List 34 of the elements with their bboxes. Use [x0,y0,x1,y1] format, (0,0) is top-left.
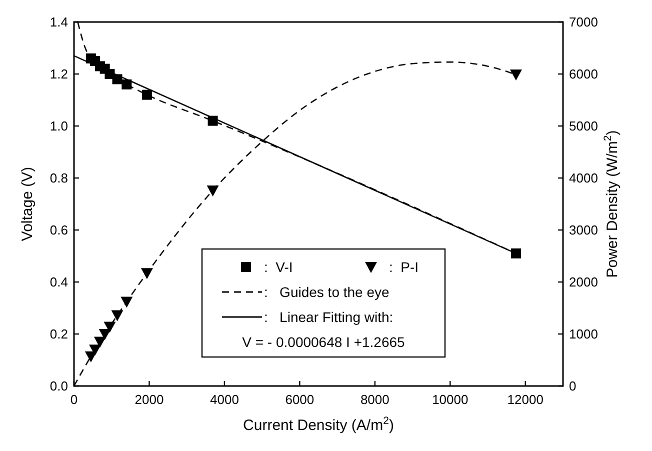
y-tick-label: 0.2 [50,326,68,342]
y2-tick-label: 5000 [569,118,598,134]
y-tick-label: 0.6 [50,222,68,238]
y2-tick-label: 7000 [569,14,598,30]
legend-label: : Linear Fitting with: [264,309,394,325]
y-tick-label: 1.4 [50,14,68,30]
x-axis-title: Current Density (A/m$^{2}$) [243,415,394,434]
point [510,70,522,81]
y-tick-label: 0.8 [50,170,68,186]
y2-tick-label: 3000 [569,222,598,238]
y-tick-label: 0.4 [50,274,68,290]
point [142,90,152,100]
y-tick-label: 1.2 [50,66,68,82]
x-tick-label: 4000 [210,392,239,407]
y2-tick-label: 4000 [569,170,598,186]
y-tick-label: 1.0 [50,118,68,134]
x-tick-label: 12000 [507,392,544,407]
legend-label: : Guides to the eye [264,284,390,300]
y2-tick-label: 0 [569,378,576,394]
annotation: V = - 0.0000648 I +1.2665 [242,334,406,350]
point [104,322,116,333]
x-tick-label: 6000 [285,392,314,407]
x-tick-label: 2000 [134,392,164,407]
y2-tick-label: 2000 [569,274,598,290]
x-tick-label: 8000 [360,392,390,407]
x-tick-label: 10000 [432,392,468,407]
legend-label: : V-I [264,259,293,275]
y2-tick-label: 1000 [569,326,598,342]
y2-tick-label: 6000 [569,66,598,82]
y-tick-label: 0.0 [50,378,68,394]
y-axis-title: Voltage (V) [19,166,36,242]
legend-label: : P-I [389,259,419,275]
x-tick-label: 0 [70,392,78,407]
point [510,248,521,258]
